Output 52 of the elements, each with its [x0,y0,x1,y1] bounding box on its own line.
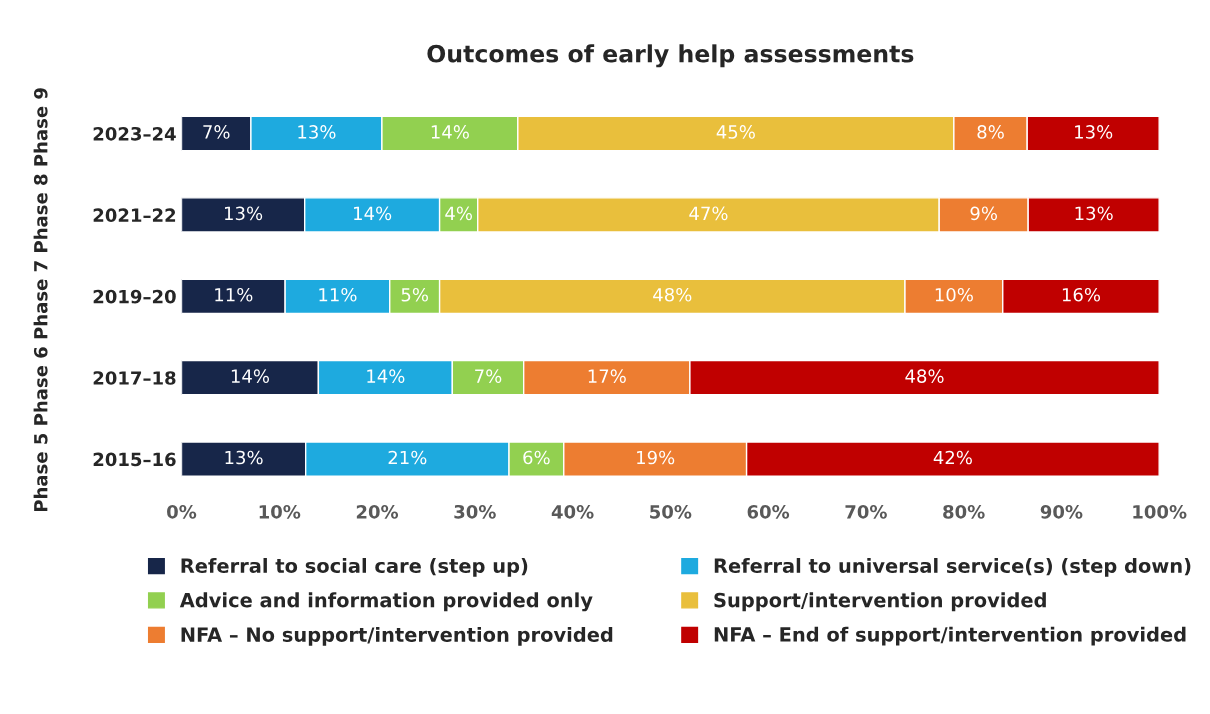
data-label: 14% [367,369,405,383]
data-label: 47% [689,206,728,221]
data-label: 48% [653,287,692,302]
data-label: 5% [401,287,428,302]
data-label: 14% [431,125,469,139]
data-label: 14% [354,206,392,221]
data-label: 21% [388,450,427,465]
legend-label: Referral to social care (step up) [181,558,528,577]
y-tick-label: 2021–22 [93,208,176,223]
x-tick-label: 100% [1133,504,1187,519]
data-label: 48% [905,369,944,383]
y-tick-label: 2019–20 [93,289,176,304]
x-tick-label: 60% [747,504,790,519]
y-tick-label: 2023–24 [93,126,176,141]
data-label: 8% [977,125,1004,139]
data-label: 17% [588,369,626,383]
x-tick-label: 40% [551,504,594,519]
data-label: 10% [935,287,973,302]
chart-title: Outcomes of early help assessments [427,44,914,68]
legend-label: Support/intervention provided [714,592,1046,612]
y-tick-label: 2015–16 [93,452,176,467]
data-label: 13% [298,125,336,139]
data-label: 14% [231,369,270,383]
legend-label: NFA – End of support/intervention provided [714,626,1186,646]
x-tick-label: 0% [167,504,197,519]
data-label: 7% [203,125,230,139]
legend-label: Advice and information provided only [179,592,593,612]
legend-label: NFA – No support/intervention provided [181,626,613,646]
data-label: 4% [445,206,472,221]
x-tick-label: 50% [650,504,692,519]
data-label: 7% [475,369,502,383]
data-label: 45% [716,125,755,139]
data-label: 11% [319,287,357,302]
x-tick-label: 20% [356,504,399,519]
x-tick-label: 90% [1040,504,1083,519]
y-tick-label: 2017–18 [93,371,176,385]
data-label: 13% [225,450,263,465]
data-label: 11% [215,287,253,302]
y-axis-title: Phase 5 Phase 6 Phase 7 Phase 8 Phase 9 [33,88,48,512]
x-tick-label: 30% [454,504,496,519]
legend-label: Referral to universal service(s) (step down) [714,558,1191,577]
data-label: 13% [225,206,263,221]
data-label: 6% [523,450,550,465]
x-tick-label: 10% [259,504,301,519]
data-label: 13% [1075,125,1113,139]
x-tick-label: 80% [943,504,985,519]
data-label: 42% [933,450,972,465]
data-label: 13% [1075,206,1113,221]
data-label: 19% [637,450,675,465]
data-label: 16% [1062,287,1101,302]
data-label: 9% [970,206,998,221]
x-tick-label: 70% [845,504,887,519]
